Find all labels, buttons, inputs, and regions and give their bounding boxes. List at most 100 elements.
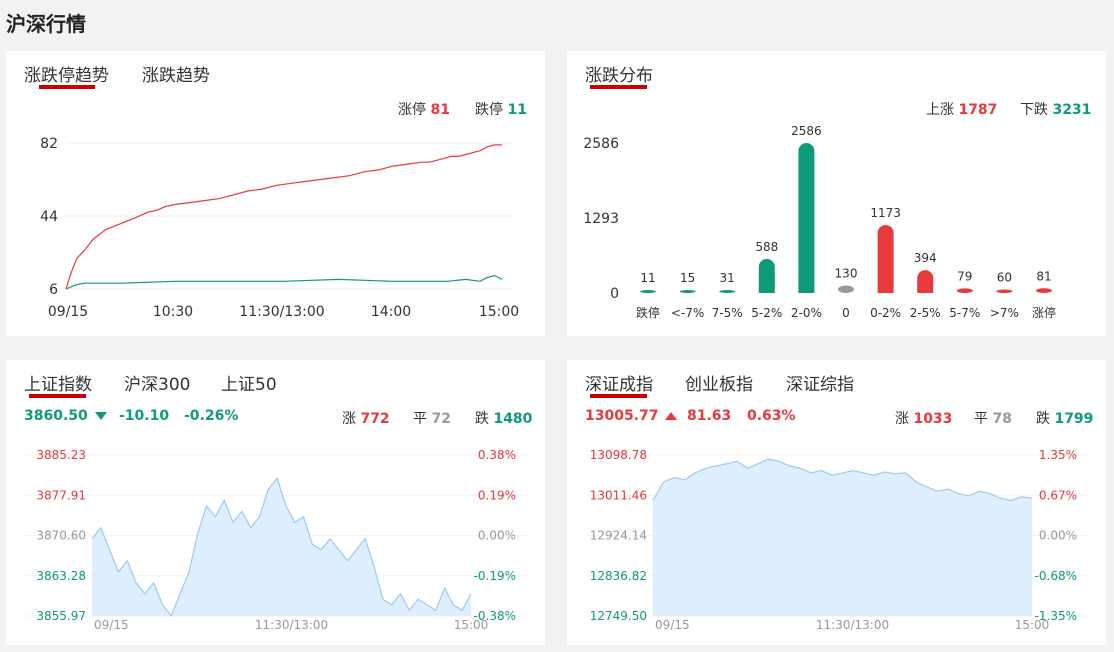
rise-count-value: 1787 <box>958 102 998 118</box>
left-tick-label: 3863.28 <box>36 569 86 583</box>
bar-value-label: 31 <box>720 271 735 285</box>
x-tick-label: 15:00 <box>479 304 519 320</box>
bar-value-label: 2586 <box>791 124 822 138</box>
flat-value: 72 <box>431 411 451 427</box>
fall-value: 1799 <box>1054 411 1094 427</box>
fall-count-label: 下跌 <box>1020 102 1048 118</box>
y-tick-label: 82 <box>40 136 58 152</box>
left-tick-label: 12836.82 <box>590 569 647 583</box>
bar-value-label: 130 <box>835 266 858 280</box>
fall-label: 跌 <box>1036 411 1050 427</box>
index-price: 3860.50 <box>24 408 107 424</box>
left-tick-label: 3885.23 <box>36 448 86 462</box>
left-tick-label: 3870.60 <box>36 529 86 543</box>
right-tick-label: 0.19% <box>478 488 516 502</box>
fall-value: 1480 <box>493 411 533 427</box>
sh-index-chart: 3885.23 0.38% 3877.91 0.19% 3870.60 0.00% 3863… <box>26 448 526 632</box>
index-price: 13005.77 <box>585 408 678 424</box>
index-change-pct: -0.26% <box>184 408 239 424</box>
index-price-value: 3860.50 <box>24 408 88 424</box>
bar-value-label: 588 <box>755 240 778 254</box>
bar-value-label: 81 <box>1036 269 1051 283</box>
y-tick-label: 1293 <box>583 211 619 227</box>
tab-active-underline <box>590 85 647 89</box>
y-tick-label: 2586 <box>583 136 619 152</box>
right-tick-label: -1.35% <box>1035 609 1077 623</box>
tab-limit-trend[interactable]: 涨跌停趋势 <box>24 66 109 86</box>
area-fill <box>653 459 1032 616</box>
limit-up-stat: 涨停 81 <box>398 99 450 119</box>
fall-stat: 跌 1799 <box>1036 408 1093 428</box>
bar-value-label: 1173 <box>870 206 901 220</box>
rise-label: 涨 <box>895 411 909 427</box>
tab-sse50[interactable]: 上证50 <box>221 375 277 395</box>
tab-sh-composite[interactable]: 上证指数 <box>24 375 92 395</box>
distribution-card: 涨跌分布 上涨 1787 下跌 3231 2586 1293 0 11 跌停 15 <-7%… <box>567 51 1106 336</box>
bar <box>1036 288 1052 293</box>
x-tick-label: 09/15 <box>94 618 129 632</box>
arrow-down-icon <box>94 412 107 420</box>
y-tick-label: 0 <box>610 286 619 302</box>
rise-label: 涨 <box>342 411 356 427</box>
fall-count-stat: 下跌 3231 <box>1020 99 1091 119</box>
left-tick-label: 13011.46 <box>590 488 647 502</box>
fall-stat: 跌 1480 <box>475 408 532 428</box>
x-tick-label: 涨停 <box>1032 305 1056 320</box>
fall-count-value: 3231 <box>1052 102 1092 118</box>
bar-base <box>917 285 934 293</box>
area-fill <box>92 478 471 616</box>
index-change-pct: 0.63% <box>747 408 796 424</box>
left-tick-label: 12749.50 <box>590 609 647 623</box>
left-tick-label: 13098.78 <box>590 448 647 462</box>
tab-sz-component[interactable]: 深证成指 <box>585 375 653 395</box>
distribution-chart: 2586 1293 0 11 跌停 15 <-7% 31 7-5% 588 5-2% 2586 2-0%… <box>583 124 1056 320</box>
left-tick-label: 12924.14 <box>590 529 647 543</box>
bar <box>877 224 894 293</box>
bar <box>640 290 656 293</box>
index-change: -10.10 <box>119 408 170 424</box>
limit-trend-chart: 82 44 6 09/15 10:30 11:30/13:00 14:00 15:00 <box>40 136 519 320</box>
limit-down-stat: 跌停 11 <box>475 99 527 119</box>
tab-active-underline <box>590 394 647 398</box>
limit-up-value: 81 <box>430 102 450 118</box>
bar-value-label: 394 <box>914 251 937 265</box>
x-tick-label: 11:30/13:00 <box>239 304 324 320</box>
flat-label: 平 <box>413 411 427 427</box>
bar <box>719 290 736 293</box>
bar <box>838 285 854 293</box>
right-tick-label: 0.00% <box>478 529 516 543</box>
x-tick-label: 7-5% <box>712 306 743 320</box>
bar <box>996 289 1013 293</box>
index-change: 81.63 <box>687 408 732 424</box>
right-tick-label: 0.38% <box>478 448 516 462</box>
limit-trend-card: 涨跌停趋势 涨跌趋势 涨停 81 跌停 11 82 44 6 09/15 10:30 11… <box>6 51 545 336</box>
tab-distribution[interactable]: 涨跌分布 <box>585 66 653 86</box>
x-tick-label: 跌停 <box>636 305 660 320</box>
tab-rise-fall-trend[interactable]: 涨跌趋势 <box>142 66 210 86</box>
x-tick-label: 15:00 <box>1015 618 1050 632</box>
x-tick-label: 2-5% <box>910 306 941 320</box>
y-tick-label: 6 <box>49 282 58 298</box>
rise-value: 772 <box>360 411 390 427</box>
bar-value-label: 15 <box>680 271 695 285</box>
tab-chinext[interactable]: 创业板指 <box>685 375 753 395</box>
left-tick-label: 3855.97 <box>36 609 86 623</box>
x-tick-label: 2-0% <box>791 306 822 320</box>
limit-up-label: 涨停 <box>398 102 426 118</box>
right-tick-label: 0.67% <box>1039 488 1077 502</box>
x-tick-label: 5-2% <box>751 306 782 320</box>
bar-base <box>758 285 775 293</box>
x-tick-label: >7% <box>990 306 1019 320</box>
right-tick-label: -0.38% <box>474 609 516 623</box>
tab-sz-composite[interactable]: 深证综指 <box>786 375 854 395</box>
bar-base <box>798 285 815 293</box>
x-tick-label: 0-2% <box>870 306 901 320</box>
x-tick-label: 0 <box>842 306 850 320</box>
tab-csi300[interactable]: 沪深300 <box>124 375 191 395</box>
bar <box>956 288 973 293</box>
bar-value-label: 79 <box>957 269 972 283</box>
limit-down-label: 跌停 <box>475 102 503 118</box>
rise-count-stat: 上涨 1787 <box>926 99 997 119</box>
x-tick-label: 11:30/13:00 <box>255 618 328 632</box>
right-tick-label: 1.35% <box>1039 448 1077 462</box>
